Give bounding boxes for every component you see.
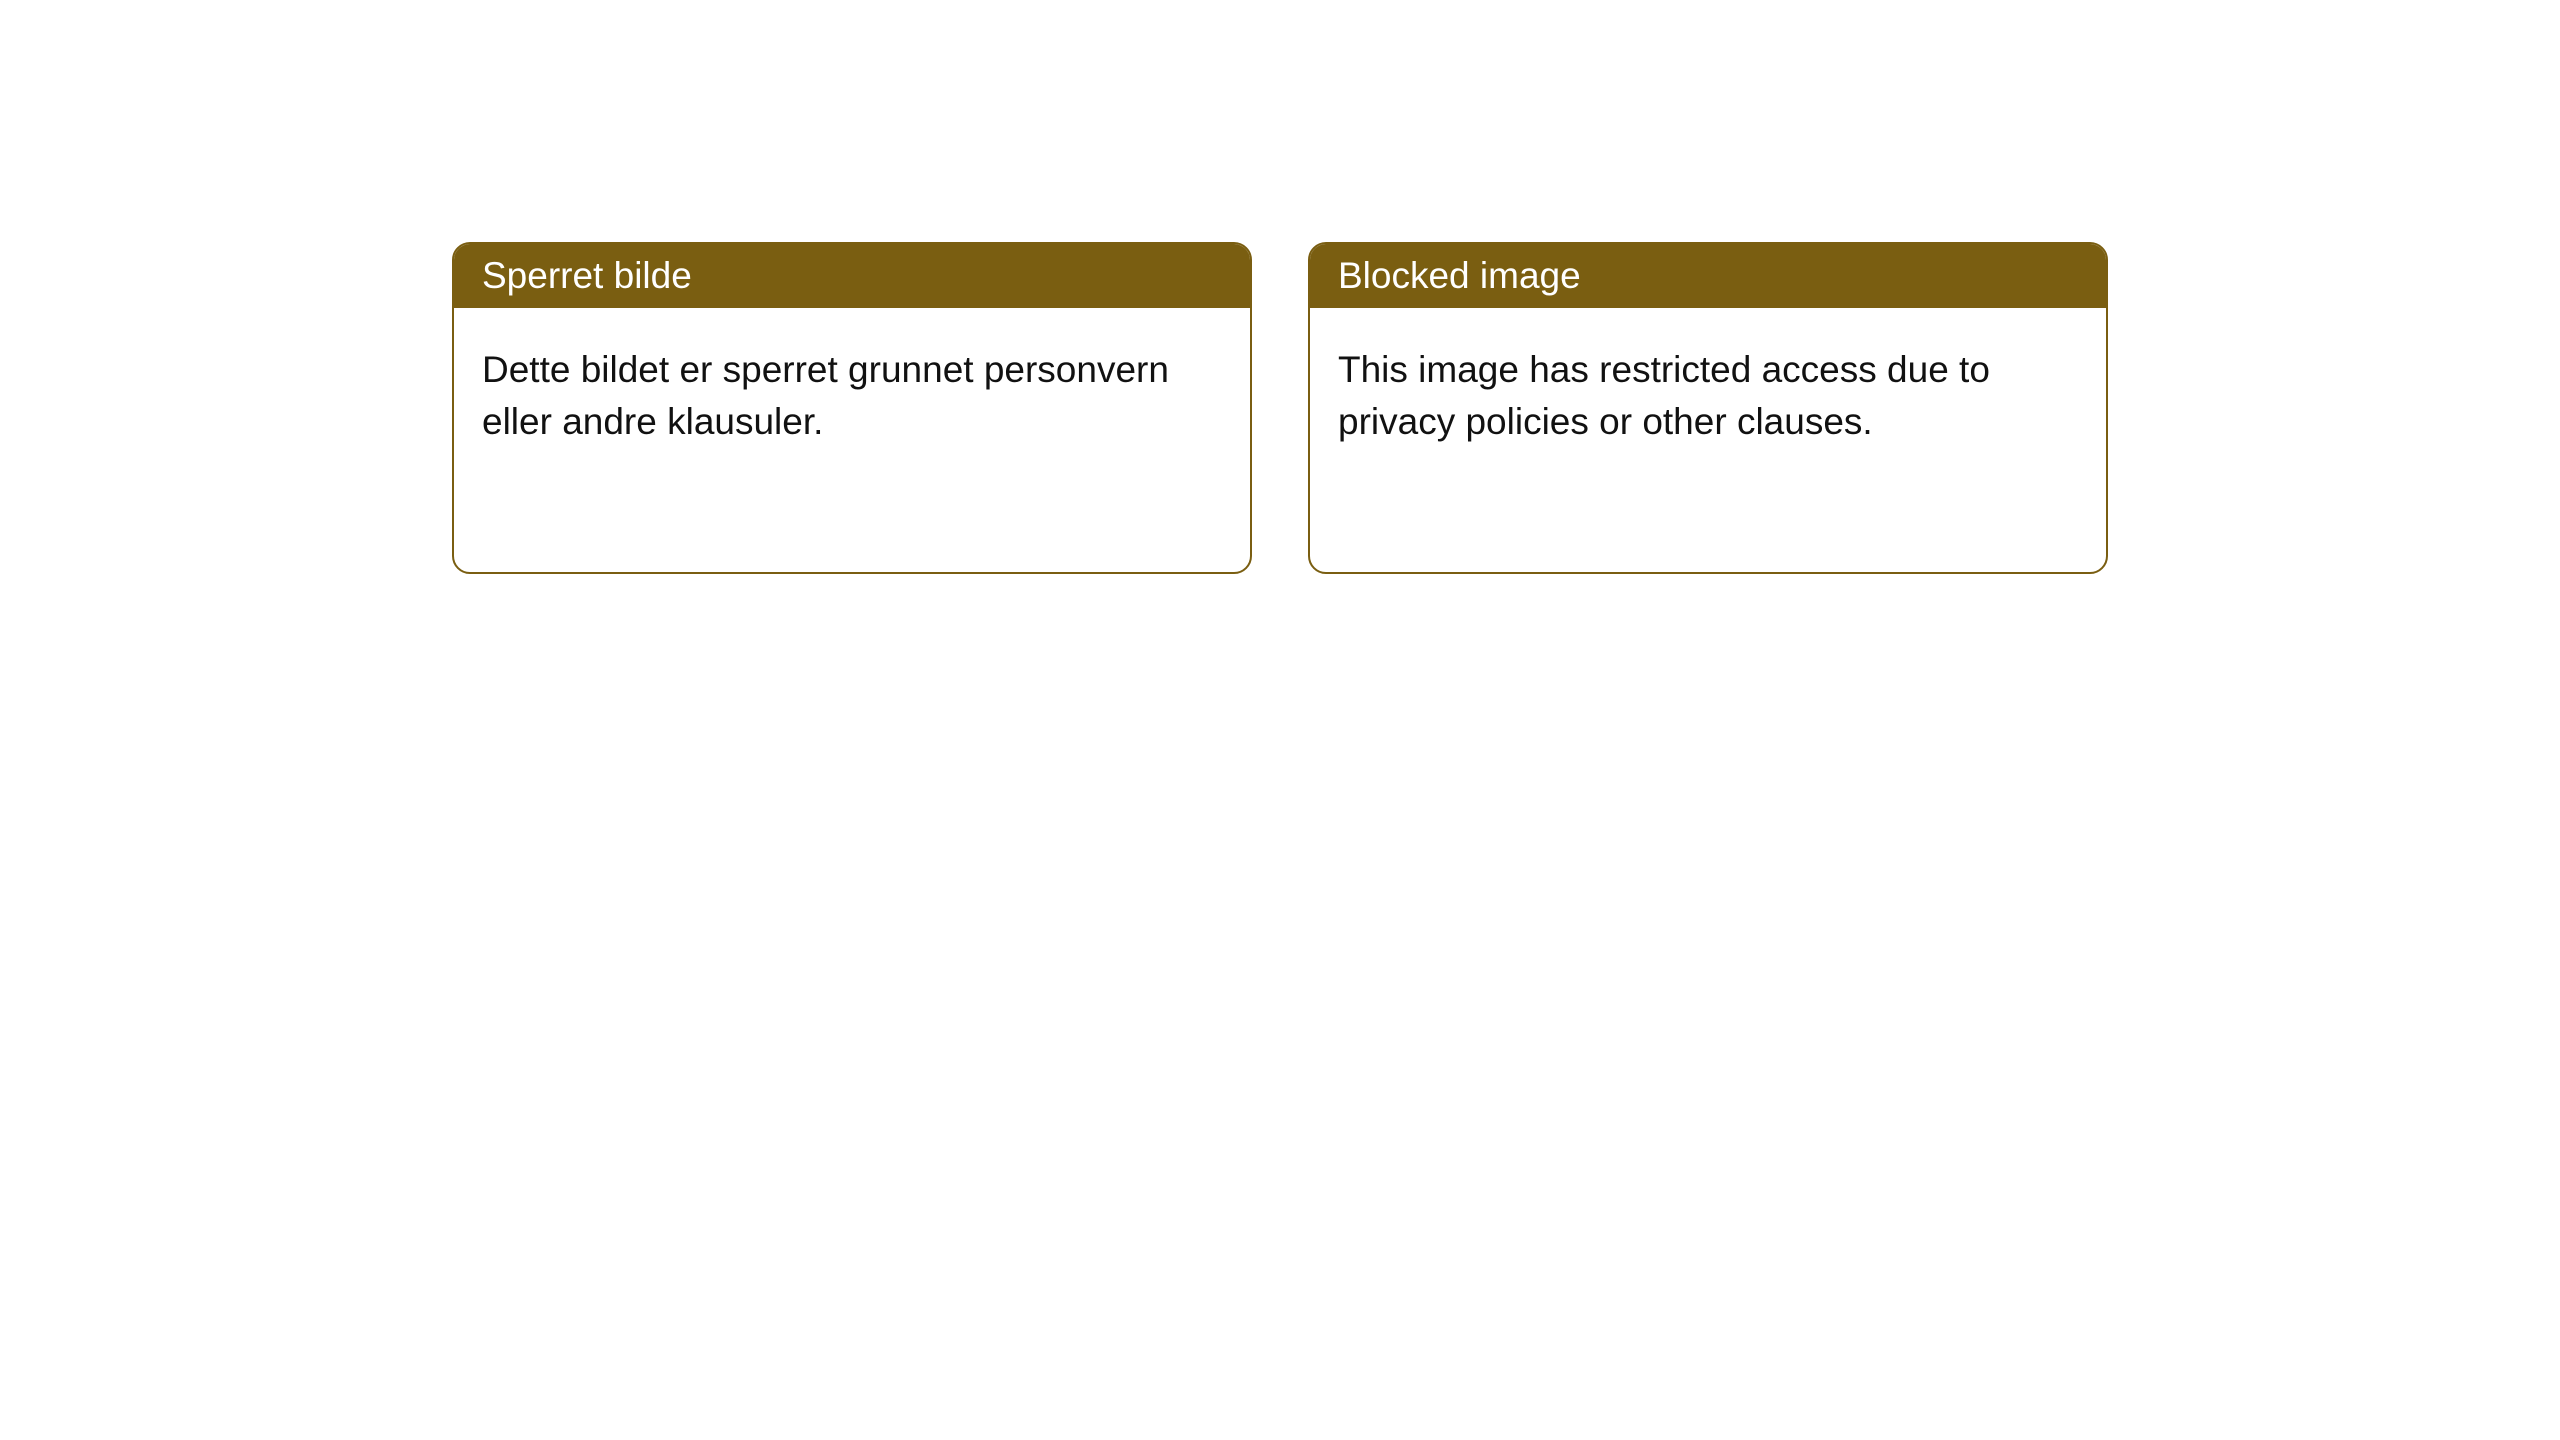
notice-header-english: Blocked image [1310, 244, 2106, 308]
notice-container: Sperret bilde Dette bildet er sperret gr… [0, 0, 2560, 574]
notice-header-norwegian: Sperret bilde [454, 244, 1250, 308]
notice-card-norwegian: Sperret bilde Dette bildet er sperret gr… [452, 242, 1252, 574]
notice-body-norwegian: Dette bildet er sperret grunnet personve… [454, 308, 1250, 476]
notice-body-english: This image has restricted access due to … [1310, 308, 2106, 476]
notice-card-english: Blocked image This image has restricted … [1308, 242, 2108, 574]
